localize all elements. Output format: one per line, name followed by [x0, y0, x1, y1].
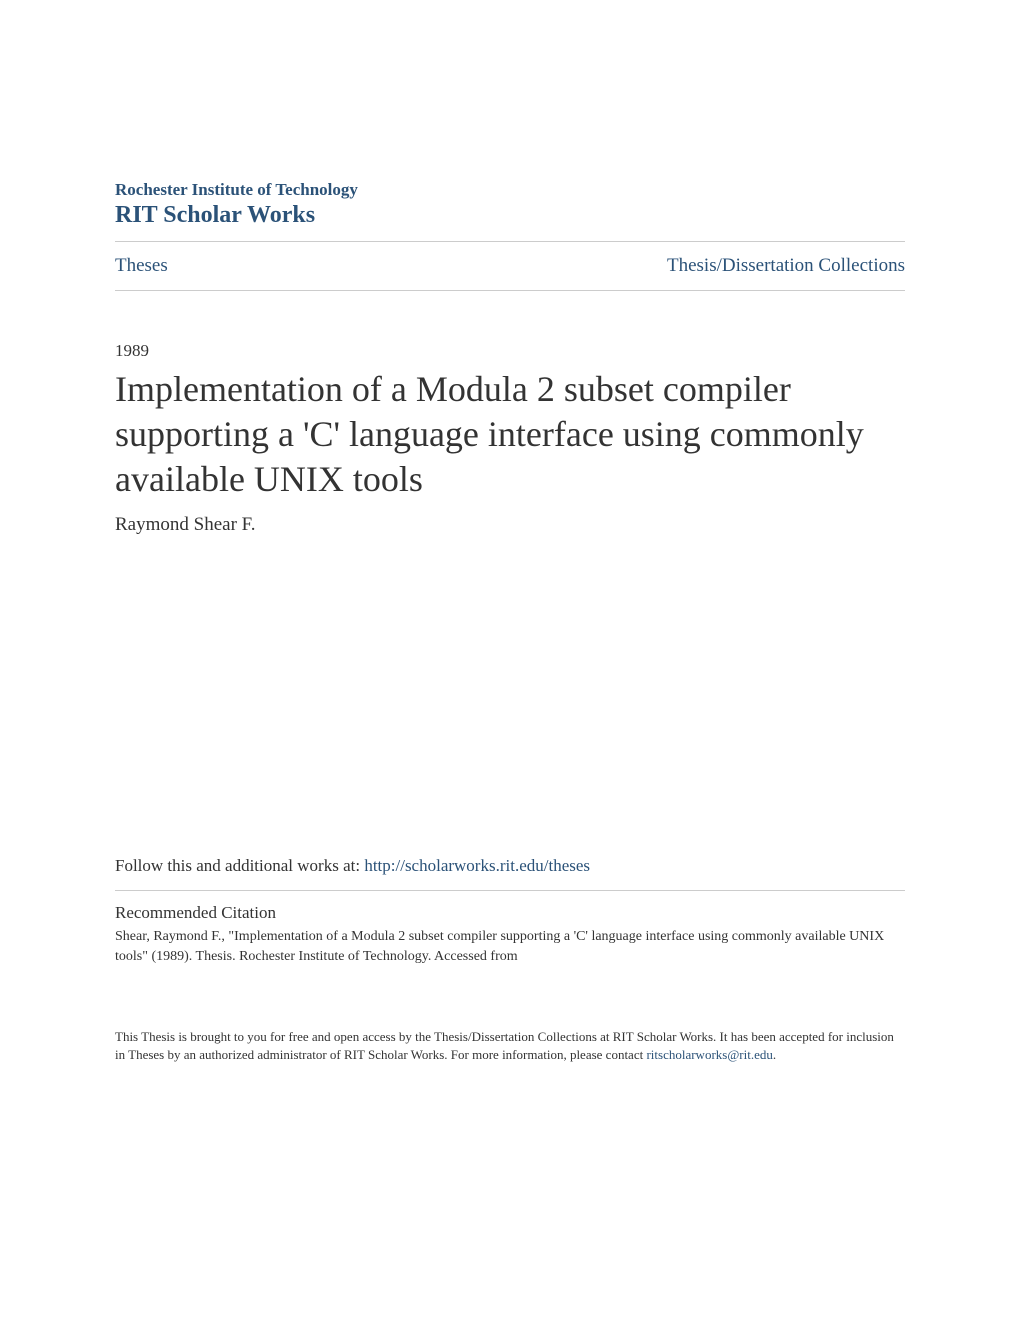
institution-name: Rochester Institute of Technology — [115, 180, 905, 200]
follow-section: Follow this and additional works at: htt… — [115, 856, 905, 876]
nav-theses-link[interactable]: Theses — [115, 255, 168, 277]
scholar-works-title: RIT Scholar Works — [115, 202, 905, 229]
header-section: Rochester Institute of Technology RIT Sc… — [115, 180, 905, 229]
divider-line — [115, 890, 905, 891]
footer-text-part2: . — [773, 1047, 776, 1062]
nav-collections-link[interactable]: Thesis/Dissertation Collections — [667, 255, 905, 277]
publication-year: 1989 — [115, 341, 905, 361]
footer-contact-link[interactable]: ritscholarworks@rit.edu — [646, 1047, 772, 1062]
footer-text-part1: This Thesis is brought to you for free a… — [115, 1029, 894, 1062]
citation-heading: Recommended Citation — [115, 903, 905, 923]
navigation-bar: Theses Thesis/Dissertation Collections — [115, 241, 905, 291]
thesis-title: Implementation of a Modula 2 subset comp… — [115, 367, 905, 502]
citation-text: Shear, Raymond F., "Implementation of a … — [115, 927, 905, 966]
author-name: Raymond Shear F. — [115, 514, 905, 536]
follow-link[interactable]: http://scholarworks.rit.edu/theses — [364, 856, 590, 875]
follow-text: Follow this and additional works at: — [115, 856, 364, 875]
footer-disclaimer: This Thesis is brought to you for free a… — [115, 1028, 905, 1064]
